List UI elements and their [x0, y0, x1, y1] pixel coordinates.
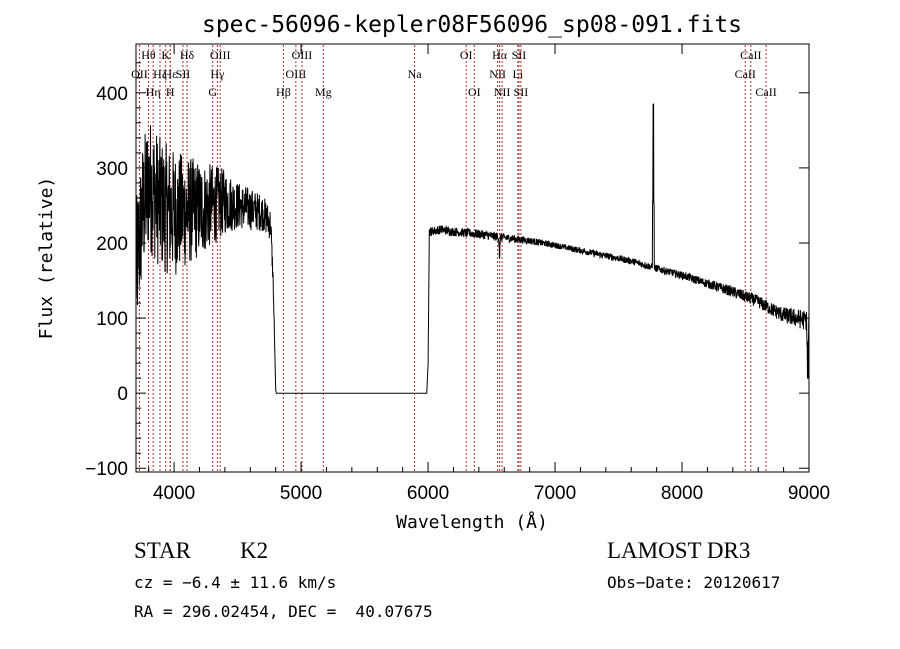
spectral-line-label: CaII [740, 48, 761, 62]
y-tick-label: 0 [117, 384, 128, 405]
x-tick-label: 4000 [153, 483, 195, 504]
spectral-line-label: OI [460, 48, 473, 62]
spectral-line-label: OII [131, 67, 148, 81]
spectral-line-label: Hη [146, 85, 161, 99]
spectral-line-label: NII [489, 67, 506, 81]
spectral-line-label: Li [512, 67, 523, 81]
coordinates: RA = 296.02454, DEC = 40.07675 [134, 602, 433, 621]
y-tick-label: 100 [96, 309, 128, 330]
spectral-line-label: OIII [286, 67, 307, 81]
y-tick-label: 300 [96, 159, 128, 180]
spectral-line-label: Hα [492, 48, 508, 62]
x-tick-label: 7000 [534, 483, 576, 504]
plot-frame [135, 43, 810, 473]
object-class: STAR [134, 538, 191, 563]
object-subclass: K2 [240, 538, 269, 563]
spectral-line-label: K [161, 48, 170, 62]
chart-title: spec-56096-kepler08F56096_sp08-091.fits [202, 12, 742, 38]
spectral-line-label: NII [494, 85, 511, 99]
x-tick-label: 6000 [407, 483, 449, 504]
spectral-line-label: SII [176, 67, 191, 81]
spectral-line-label: Mg [315, 85, 332, 99]
spectral-line-label: Hζ [153, 67, 167, 81]
spectral-line-label: H [166, 85, 175, 99]
spectral-line-label: Hγ [210, 67, 225, 81]
observation-date: Obs−Date: 20120617 [607, 573, 781, 592]
spectrum-series-line [135, 103, 810, 394]
x-axis-label: Wavelength (Å) [396, 511, 548, 533]
spectral-line-label: OIII [210, 48, 231, 62]
spectral-line-label: Hθ [141, 48, 156, 62]
spectral-line-label: CaII [735, 67, 756, 81]
x-tick-label: 8000 [661, 483, 703, 504]
spectral-line-label: SII [514, 85, 529, 99]
y-tick-label: 400 [96, 84, 128, 105]
y-axis-label: Flux (relative) [36, 177, 57, 340]
spectral-line-label: Hβ [276, 85, 291, 99]
survey-name: LAMOST DR3 [607, 538, 751, 563]
redshift-value: cz = −6.4 ± 11.6 km/s [134, 573, 337, 592]
spectral-line-label: Hδ [180, 48, 195, 62]
spectral-line-label: OI [468, 85, 481, 99]
y-tick-label: 200 [96, 234, 128, 255]
spectral-line-label: CaII [755, 85, 776, 99]
spectral-line-label: Na [408, 67, 423, 81]
x-tick-label: 5000 [280, 483, 322, 504]
spectral-line-label: Hε [163, 67, 177, 81]
spectral-line-label: G [208, 85, 217, 99]
spectral-line-label: OIII [292, 48, 313, 62]
y-tick-label: −100 [85, 459, 128, 480]
spectral-line-label: SII [512, 48, 527, 62]
x-tick-label: 9000 [788, 483, 830, 504]
